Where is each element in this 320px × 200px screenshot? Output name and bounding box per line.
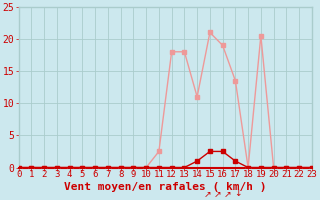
Text: ↗: ↗: [214, 189, 221, 198]
Text: ↓: ↓: [234, 189, 242, 198]
Text: ↗: ↗: [224, 189, 231, 198]
Text: ↗: ↗: [204, 189, 211, 198]
X-axis label: Vent moyen/en rafales ( km/h ): Vent moyen/en rafales ( km/h ): [64, 182, 267, 192]
